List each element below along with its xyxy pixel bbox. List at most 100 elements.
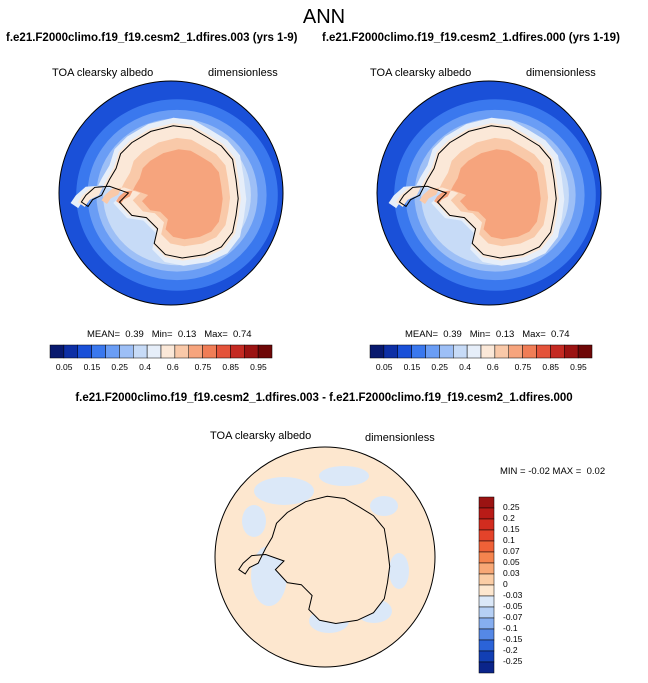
diff-max-label: MAX = (552, 466, 582, 477)
ice-sheet-albedo (116, 149, 223, 240)
colorbar-swatch (478, 573, 495, 586)
colorbar-tick-label: -0.15 (503, 634, 523, 644)
colorbar-tick-label: 0.25 (111, 362, 128, 372)
colorbar-swatch (550, 344, 565, 359)
colorbar-swatch (478, 496, 495, 509)
colorbar-tick-label: -0.05 (503, 601, 523, 611)
colorbar-swatch (91, 344, 106, 359)
colorbar-swatch (244, 344, 259, 359)
colorbar-tick-label: 0.75 (514, 362, 532, 372)
negative-diff-region (319, 466, 369, 486)
map-border (376, 80, 602, 306)
difference-colorbar-ticks: 0.25 0.2 0.15 0.1 0.07 0.05 0.03 0 -0.03 -0.05 -0.… (500, 497, 540, 675)
colorbar-tick-label: 0.6 (166, 362, 179, 372)
colorbar-swatch (453, 344, 468, 359)
map-field (377, 81, 601, 305)
colorbar-swatch (478, 540, 495, 553)
colorbar-swatch (230, 344, 245, 359)
colorbar-tick-label: -0.03 (503, 590, 523, 600)
right-min-label: Min= (469, 329, 491, 340)
right-colorbar (369, 344, 593, 359)
left-case-title: f.e21.F2000climo.f19_f19.cesm2_1.dfires.… (6, 32, 298, 44)
colorbar-tick-label: 0.07 (503, 546, 520, 556)
diff-max-value: 0.02 (586, 466, 606, 477)
colorbar-tick-label: -0.25 (503, 656, 523, 666)
colorbar-swatch (133, 344, 148, 359)
right-min-value: 0.13 (495, 329, 515, 340)
colorbar-swatch (478, 617, 495, 630)
colorbar-swatch (478, 661, 495, 674)
colorbar-swatch (478, 606, 495, 619)
colorbar-tick-label: 0.95 (570, 362, 587, 372)
colorbar-swatch (383, 344, 399, 359)
map-border (58, 80, 284, 306)
map-field (59, 81, 283, 305)
difference-title: f.e21.F2000climo.f19_f19.cesm2_1.dfires.… (75, 392, 573, 404)
colorbar-swatch (216, 344, 231, 359)
colorbar-swatch (202, 344, 217, 359)
colorbar-swatch (478, 562, 495, 575)
colorbar-swatch (105, 344, 120, 359)
colorbar-swatch (478, 529, 495, 542)
colorbar-tick-label: 0.85 (222, 362, 239, 372)
left-variable-label: TOA clearsky albedo (52, 67, 154, 79)
left-colorbar (49, 344, 273, 359)
negative-diff-region (242, 505, 266, 537)
colorbar-tick-label: -0.1 (503, 623, 518, 633)
difference-colorbar (478, 496, 495, 674)
ice-sheet-albedo (434, 149, 541, 240)
right-units-label: dimensionless (526, 67, 596, 79)
colorbar-swatch (77, 344, 92, 359)
colorbar-swatch (478, 650, 495, 663)
left-colorbar-ticks: 0.05 0.15 0.25 0.4 0.6 0.75 0.85 0.95 (50, 362, 272, 374)
colorbar-swatch (536, 344, 551, 359)
colorbar-swatch (49, 344, 65, 359)
left-max-value: 0.74 (233, 329, 252, 340)
left-mean-label: MEAN= (87, 329, 120, 340)
diff-stats: MIN = -0.02 MAX = 0.02 (500, 466, 605, 477)
diff-field (215, 447, 435, 667)
negative-diff-region (370, 496, 398, 516)
right-mean-label: MEAN= (405, 329, 438, 340)
right-variable-label: TOA clearsky albedo (370, 67, 472, 79)
colorbar-tick-label: 0.05 (55, 362, 73, 372)
colorbar-swatch (508, 344, 523, 359)
left-polar-map (58, 80, 284, 306)
colorbar-swatch (478, 584, 495, 597)
colorbar-swatch (478, 639, 495, 652)
colorbar-tick-label: -0.07 (503, 612, 523, 622)
colorbar-swatch (577, 344, 593, 359)
right-case-title: f.e21.F2000climo.f19_f19.cesm2_1.dfires.… (322, 32, 620, 44)
left-max-label: Max= (204, 329, 228, 340)
coastline (80, 125, 239, 259)
colorbar-tick-label: 0.85 (542, 362, 559, 372)
difference-polar-map (214, 446, 436, 668)
colorbar-tick-label: 0.15 (403, 362, 421, 372)
negative-diff-region (254, 477, 314, 505)
left-mean-value: 0.39 (125, 329, 144, 340)
diff-min-label: MIN = (500, 466, 526, 477)
left-min-value: 0.13 (177, 329, 197, 340)
colorbar-tick-label: 0.15 (503, 524, 520, 534)
right-polar-map (376, 80, 602, 306)
colorbar-swatch (439, 344, 454, 359)
left-stats: MEAN= 0.39 Min= 0.13 Max= 0.74 (87, 329, 252, 340)
negative-diff-region (389, 553, 409, 589)
colorbar-tick-label: 0.05 (503, 557, 520, 567)
left-units-label: dimensionless (208, 67, 278, 79)
colorbar-swatch (466, 344, 482, 359)
colorbar-swatch (478, 595, 495, 608)
colorbar-tick-label: 0.4 (459, 362, 471, 372)
colorbar-tick-label: 0.2 (503, 513, 515, 523)
coastline (238, 495, 391, 625)
colorbar-swatch (425, 344, 440, 359)
map-border (214, 446, 436, 668)
colorbar-swatch (63, 344, 79, 359)
colorbar-swatch (397, 344, 412, 359)
colorbar-tick-label: 0.03 (503, 568, 520, 578)
colorbar-tick-label: 0.1 (503, 535, 515, 545)
diff-units-label: dimensionless (365, 432, 435, 444)
colorbar-swatch (478, 628, 495, 641)
colorbar-tick-label: 0.25 (503, 502, 520, 512)
colorbar-tick-label: 0.25 (431, 362, 448, 372)
